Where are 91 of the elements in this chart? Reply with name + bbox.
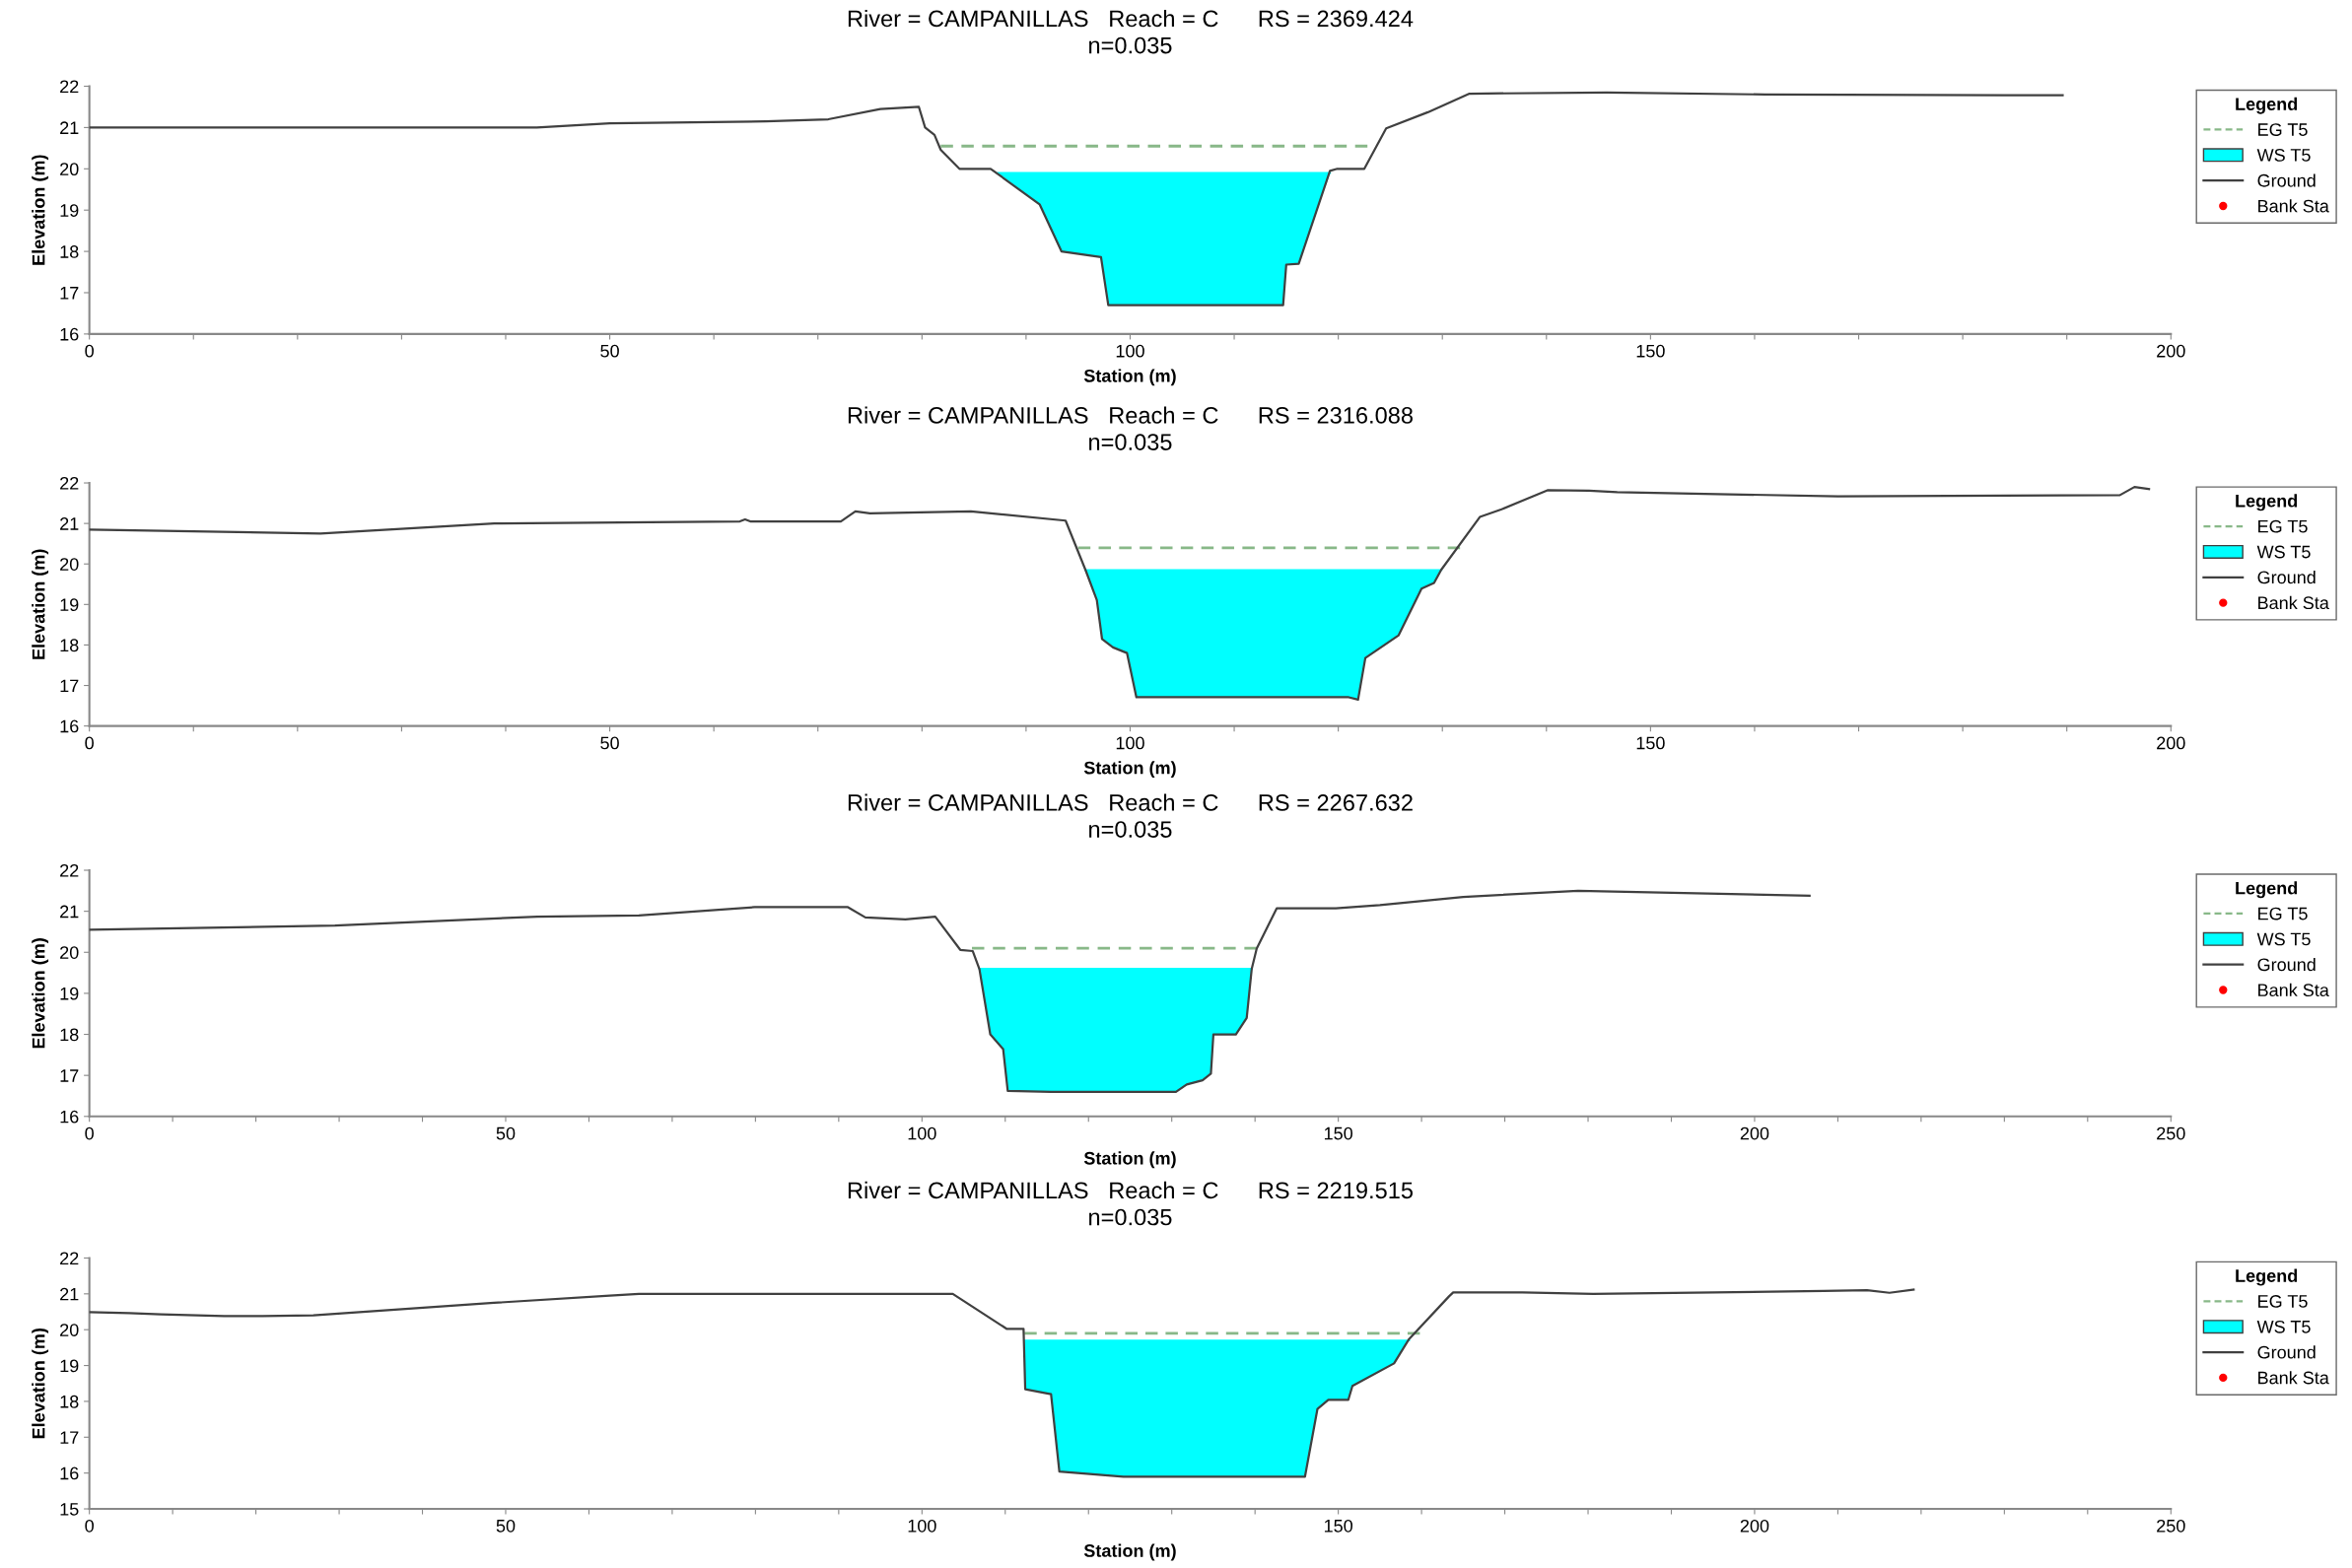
legend-label: EG T5 xyxy=(2258,1295,2308,1308)
legend-label: WS T5 xyxy=(2256,932,2311,946)
line-series xyxy=(89,1288,1915,1478)
y-axis-title: Elevation (m) xyxy=(32,155,49,265)
chart-subtitle: n=0.035 xyxy=(1089,1208,1172,1226)
x-tick-label: 200 xyxy=(2157,344,2185,358)
legend-label: Ground xyxy=(2257,1345,2316,1359)
x-tick-label: 250 xyxy=(2157,1126,2185,1140)
y-tick-label: 19 xyxy=(60,204,79,217)
line-series xyxy=(89,486,2151,702)
legend-label: EG T5 xyxy=(2258,519,2308,533)
x-axis-title: Station (m) xyxy=(1083,369,1176,386)
x-tick-label: 150 xyxy=(1636,344,1665,358)
y-tick-label: 22 xyxy=(60,80,79,94)
x-tick-label: 50 xyxy=(496,1519,516,1533)
chart-title: River = CAMPANILLAS Reach = C RS = 2316.088 xyxy=(848,406,1413,424)
legend-title: Legend xyxy=(2236,881,2298,899)
x-tick-label: 0 xyxy=(85,736,94,750)
y-tick-label: 22 xyxy=(60,1252,79,1264)
y-tick-label: 19 xyxy=(60,598,79,612)
legend-title: Legend xyxy=(2236,1268,2298,1286)
x-tick-label: 200 xyxy=(1740,1126,1769,1140)
chart-subtitle: n=0.035 xyxy=(1089,36,1172,54)
y-tick-label: 22 xyxy=(60,476,79,490)
x-tick-label: 100 xyxy=(1116,344,1144,358)
y-tick-label: 18 xyxy=(60,1395,79,1408)
y-tick-label: 20 xyxy=(60,558,79,571)
x-tick-label: 150 xyxy=(1324,1519,1352,1533)
y-tick-label: 21 xyxy=(60,1287,79,1301)
y-tick-label: 19 xyxy=(60,1359,79,1373)
chart-subtitle: n=0.035 xyxy=(1089,821,1172,838)
legend-label: Ground xyxy=(2257,571,2316,584)
x-tick-label: 0 xyxy=(85,1519,94,1533)
legend-label: Bank Sta xyxy=(2258,595,2329,610)
y-tick-label: 20 xyxy=(60,1324,79,1336)
y-tick-label: 17 xyxy=(60,1069,79,1082)
y-tick-label: 21 xyxy=(60,121,79,134)
chart-title: River = CAMPANILLAS Reach = C RS = 2267.632 xyxy=(848,793,1413,811)
x-tick-label: 200 xyxy=(2157,736,2185,750)
x-tick-label: 0 xyxy=(85,344,94,358)
x-tick-label: 50 xyxy=(600,344,619,358)
chart-subtitle: n=0.035 xyxy=(1089,434,1172,450)
x-tick-label: 100 xyxy=(908,1126,936,1140)
x-axis-title: Station (m) xyxy=(1083,761,1176,779)
legend-title: Legend xyxy=(2236,494,2298,511)
y-tick-label: 17 xyxy=(60,287,79,300)
y-tick-label: 20 xyxy=(60,163,79,176)
x-tick-label: 150 xyxy=(1636,736,1665,750)
x-tick-label: 100 xyxy=(1116,736,1144,750)
legend-label: WS T5 xyxy=(2256,149,2311,162)
line-series xyxy=(89,889,1811,1093)
y-tick-label: 17 xyxy=(60,679,79,693)
x-tick-label: 200 xyxy=(1740,1519,1769,1533)
x-tick-label: 50 xyxy=(496,1126,516,1140)
x-tick-label: 100 xyxy=(908,1519,936,1533)
y-tick-label: 15 xyxy=(60,1503,79,1516)
legend-label: Ground xyxy=(2257,173,2316,187)
x-axis-title: Station (m) xyxy=(1083,1543,1176,1561)
legend-label: Ground xyxy=(2257,957,2316,972)
legend-label: WS T5 xyxy=(2256,1320,2311,1333)
legend-label: Bank Sta xyxy=(2258,1371,2329,1385)
y-tick-label: 21 xyxy=(60,517,79,530)
y-tick-label: 16 xyxy=(60,1466,79,1480)
x-axis-title: Station (m) xyxy=(1083,1151,1176,1169)
y-tick-label: 20 xyxy=(60,946,79,959)
x-tick-label: 50 xyxy=(600,736,619,750)
legend-label: WS T5 xyxy=(2256,545,2311,559)
chart-title: River = CAMPANILLAS Reach = C RS = 2369.424 xyxy=(848,9,1414,28)
y-tick-label: 21 xyxy=(60,905,79,919)
y-tick-label: 18 xyxy=(60,639,79,652)
y-tick-label: 16 xyxy=(60,1110,79,1124)
y-tick-label: 17 xyxy=(60,1431,79,1444)
chart-title: River = CAMPANILLAS Reach = C RS = 2219.515 xyxy=(848,1181,1414,1199)
y-axis-title: Elevation (m) xyxy=(32,938,49,1049)
y-tick-label: 22 xyxy=(60,863,79,877)
legend-label: Bank Sta xyxy=(2258,983,2329,997)
y-tick-label: 16 xyxy=(60,327,79,341)
x-tick-label: 150 xyxy=(1324,1126,1352,1140)
legend-label: Bank Sta xyxy=(2258,199,2329,213)
x-tick-label: 250 xyxy=(2157,1519,2185,1533)
legend-label: EG T5 xyxy=(2258,123,2308,136)
y-axis-title: Elevation (m) xyxy=(32,549,49,659)
y-tick-label: 18 xyxy=(60,245,79,258)
y-tick-label: 19 xyxy=(60,987,79,1000)
y-tick-label: 16 xyxy=(60,719,79,733)
y-tick-label: 18 xyxy=(60,1028,79,1042)
legend-label: EG T5 xyxy=(2258,907,2308,920)
x-tick-label: 0 xyxy=(85,1126,94,1140)
legend-title: Legend xyxy=(2236,97,2298,114)
line-series xyxy=(89,91,2064,307)
y-axis-title: Elevation (m) xyxy=(32,1328,49,1439)
